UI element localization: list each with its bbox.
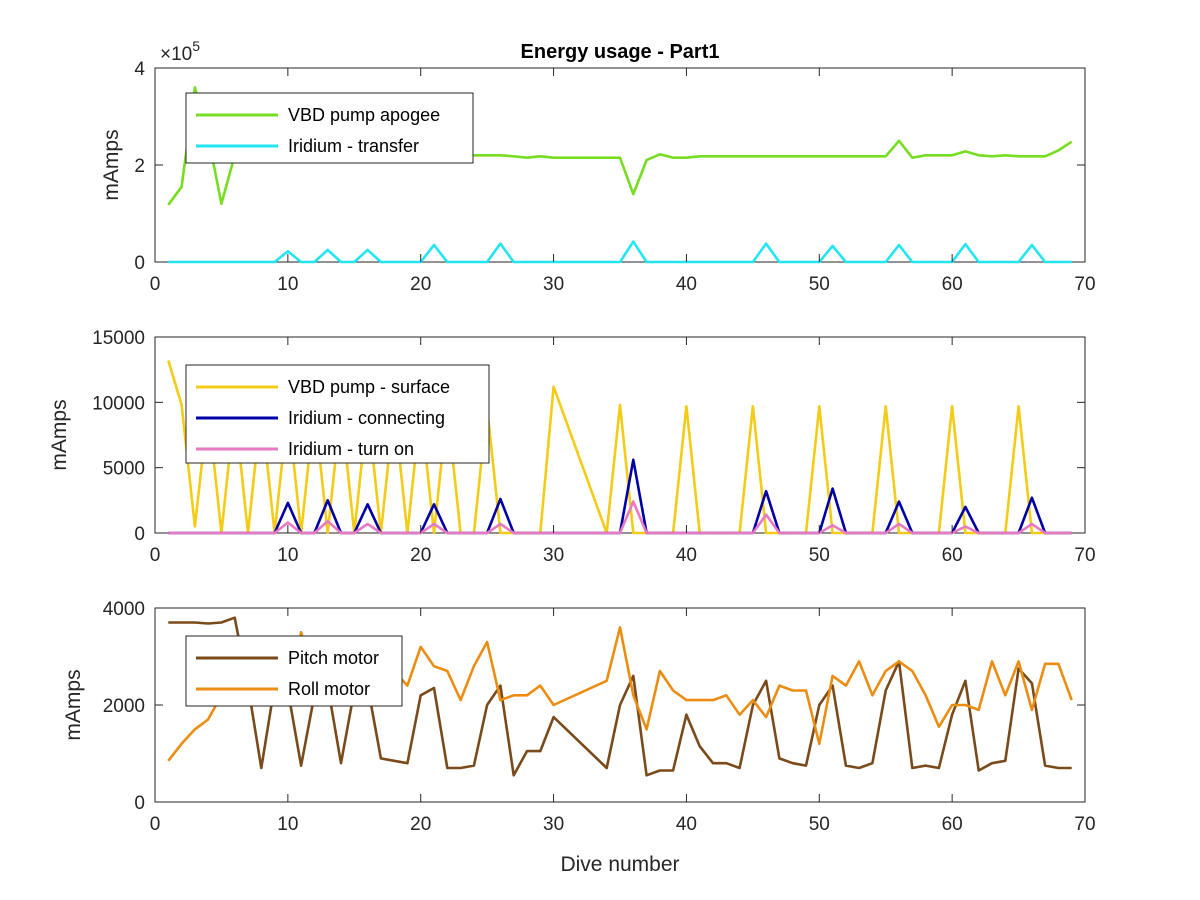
series-line-2-2: [168, 458, 1072, 535]
x-tick-label: 40: [676, 545, 697, 566]
x-ticks-1: 0 10 20 30 40 50 60 70: [150, 68, 1096, 295]
x-tick-label: 50: [809, 274, 830, 295]
panel-apogee-transfer: 0 10 20 30 40 50 60 70 0 2 4 Energy usage - Part1…: [100, 38, 1096, 295]
x-tick-label: 40: [676, 814, 697, 835]
legend-entry: Iridium - transfer: [288, 136, 419, 156]
y-tick-label: 5000: [103, 459, 145, 480]
y-tick-label: 10000: [92, 393, 145, 414]
legend-box: [185, 635, 403, 707]
y-ticks-3: 0 2000 4000: [103, 599, 1085, 814]
legend-entry: Roll motor: [288, 679, 370, 699]
legend-entry: VBD pump apogee: [288, 105, 440, 125]
x-axis-label: Dive number: [560, 853, 679, 876]
y-exponent-label: ×105: [160, 38, 200, 65]
x-tick-label: 70: [1074, 545, 1095, 566]
x-tick-label: 20: [410, 274, 431, 295]
series-line-3-1: [168, 616, 1072, 777]
x-ticks-2: 0 10 20 30 40 50 60 70: [150, 337, 1096, 566]
y-exponent-power: 5: [192, 38, 200, 54]
y-axis-label-2: mAmps: [48, 399, 71, 470]
x-tick-label: 0: [150, 545, 161, 566]
x-tick-label: 0: [150, 814, 161, 835]
y-tick-label: 2: [134, 156, 145, 177]
legend-box: [185, 364, 490, 464]
x-tick-label: 50: [809, 814, 830, 835]
x-tick-label: 60: [942, 814, 963, 835]
legend-1: VBD pump apogee Iridium - transfer: [185, 92, 474, 164]
x-tick-label: 60: [942, 545, 963, 566]
y-tick-label: 4000: [103, 599, 145, 620]
x-tick-label: 70: [1074, 274, 1095, 295]
x-tick-label: 20: [410, 545, 431, 566]
x-tick-label: 0: [150, 274, 161, 295]
y-tick-label: 2000: [103, 696, 145, 717]
y-tick-label: 15000: [92, 328, 145, 349]
legend-entry: Pitch motor: [288, 648, 379, 668]
x-tick-label: 10: [277, 814, 298, 835]
x-tick-label: 30: [543, 274, 564, 295]
y-axis-label-3: mAmps: [62, 669, 85, 740]
legend-entry: Iridium - connecting: [288, 408, 445, 428]
legend-entry: Iridium - turn on: [288, 439, 414, 459]
y-ticks-2: 0 5000 10000 15000: [92, 328, 1085, 545]
x-tick-label: 40: [676, 274, 697, 295]
series-line-1-2: [168, 240, 1072, 264]
y-axis-label-1: mAmps: [100, 129, 123, 200]
legend-entry: VBD pump - surface: [288, 377, 450, 397]
x-tick-label: 30: [543, 814, 564, 835]
chart-title: Energy usage - Part1: [521, 41, 720, 63]
y-tick-label: 0: [134, 253, 145, 274]
legend-2: VBD pump - surface Iridium - connecting Ir…: [185, 364, 490, 464]
x-tick-label: 70: [1074, 814, 1095, 835]
y-exponent-base: ×10: [160, 44, 192, 65]
series-line-2-3: [168, 500, 1072, 535]
legend-3: Pitch motor Roll motor: [185, 635, 403, 707]
panel-motors: 0 10 20 30 40 50 60 70 0 2000 4000 mAmps Dive num…: [62, 599, 1096, 876]
y-tick-label: 0: [134, 793, 145, 814]
x-ticks-3: 0 10 20 30 40 50 60 70: [150, 608, 1096, 835]
legend-box: [185, 92, 474, 164]
y-ticks-1: 0 2 4: [134, 59, 1085, 274]
panel-surface-iridium: 0 10 20 30 40 50 60 70 0 5000 10000 15000 mAmps VB…: [48, 328, 1096, 566]
x-tick-label: 10: [277, 545, 298, 566]
x-tick-label: 10: [277, 274, 298, 295]
y-tick-label: 0: [134, 524, 145, 545]
y-tick-label: 4: [134, 59, 145, 80]
x-tick-label: 60: [942, 274, 963, 295]
x-tick-label: 20: [410, 814, 431, 835]
x-tick-label: 50: [809, 545, 830, 566]
x-tick-label: 30: [543, 545, 564, 566]
